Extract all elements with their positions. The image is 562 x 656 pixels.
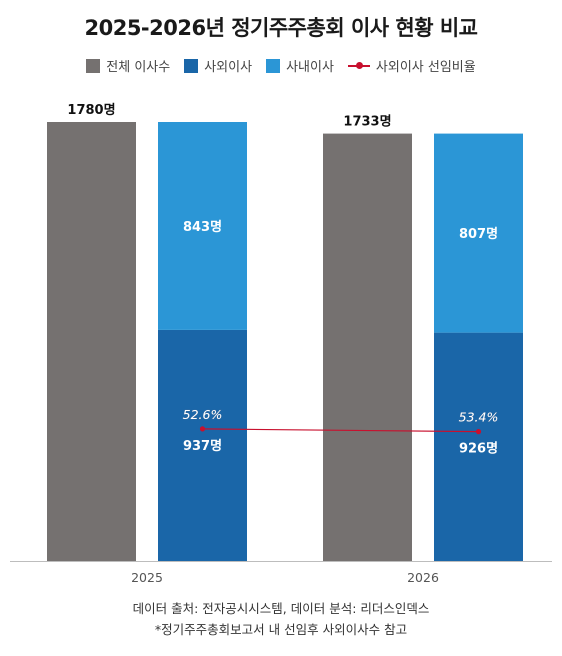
legend-item-outside: 사외이사 [184,56,252,75]
bar-outside-2026 [434,332,523,561]
bar-inside-2026 [434,133,523,333]
bar-outside-2025 [158,329,247,561]
bar-chart: 1780명 843명 937명 2025 1733명 807명 926명 2026 52.6% 5… [10,102,552,585]
data-label-outside-2025: 937명 [183,438,222,454]
data-label-inside-2026: 807명 [459,226,498,242]
data-label-total-2025: 1780명 [67,102,115,118]
x-tick-label-2025: 2025 [131,570,163,585]
legend-item-total: 전체 이사수 [86,56,170,75]
footnote: *정기주주총회보고서 내 선임후 사외이사수 참고 [154,622,408,637]
chart-title: 2025-2026년 정기주주총회 이사 현황 비교 [84,16,478,40]
legend-swatch-outside [184,58,199,73]
data-label-outside-2026: 926명 [459,441,498,457]
legend-swatch-inside [266,58,281,73]
legend-label-inside: 사내이사 [286,60,334,75]
legend-item-inside: 사내이사 [266,56,334,75]
legend-line-ratio [347,59,370,73]
chart-footer: 데이터 출처: 전자공시시스템, 데이터 분석: 리더스인덱스 *정기주주총회보… [0,598,562,640]
legend: 전체 이사수 사외이사 사내이사 사외이사 선임비율 [0,56,562,75]
legend-label-outside: 사외이사 [204,60,253,75]
bar-inside-2025 [158,122,247,330]
legend-item-ratio: 사외이사 선임비율 [347,56,476,75]
legend-label-total: 전체 이사수 [106,60,171,75]
data-label-total-2026: 1733명 [343,114,391,130]
ratio-line [202,428,479,433]
ratio-label-2025: 52.6% [183,407,223,422]
data-label-inside-2025: 843명 [183,219,222,235]
ratio-point-2025 [199,426,206,432]
source-note: 데이터 출처: 전자공시시스템, 데이터 분석: 리더스인덱스 [132,601,430,616]
bar-total-2026 [323,133,412,562]
x-tick-label-2026: 2026 [407,570,439,585]
legend-swatch-total [86,58,101,73]
ratio-label-2026: 53.4% [459,410,499,425]
ratio-point-2026 [475,429,482,435]
bar-total-2025 [47,122,136,561]
legend-label-ratio: 사외이사 선임비율 [375,60,476,75]
